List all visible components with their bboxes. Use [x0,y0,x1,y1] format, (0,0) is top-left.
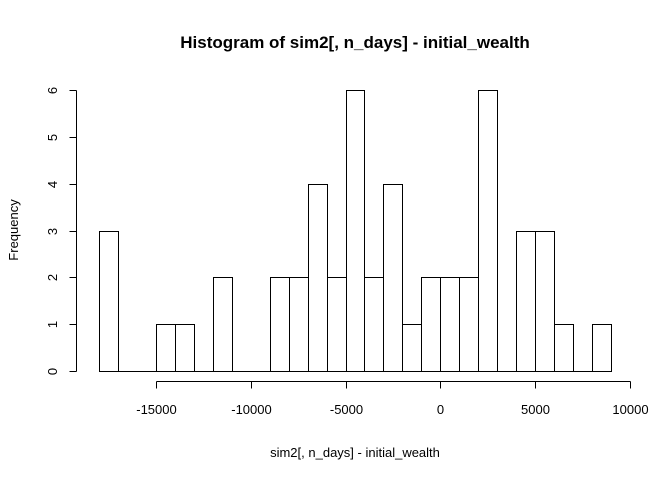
x-axis-label: sim2[, n_days] - initial_wealth [270,445,440,460]
y-tick-label: 5 [45,134,60,141]
x-tick-label: -5000 [330,402,363,417]
y-tick-label: 3 [45,228,60,235]
y-tick-label: 0 [45,368,60,375]
histogram-bar [289,277,309,372]
y-tick-label: 2 [45,274,60,281]
histogram-bar [383,184,403,372]
histogram-bar [459,277,479,372]
histogram-bars [99,90,612,372]
x-tick-label: 10000 [612,402,648,417]
x-tick-label: 0 [437,402,444,417]
x-axis: -15000 -10000 -5000 0 5000 10000 [136,381,649,417]
y-axis: 0 1 2 3 4 5 6 [45,87,77,375]
histogram-bar [99,231,119,372]
histogram-bar [516,231,536,372]
y-tick-label: 6 [45,87,60,94]
histogram-bar [270,277,290,372]
histogram-bar [346,90,365,372]
histogram-bar [440,277,460,372]
histogram-bar [535,231,555,372]
histogram-bar [213,277,233,372]
y-tick-label: 1 [45,321,60,328]
histogram-bar [364,277,384,372]
histogram-bar [402,324,422,372]
y-tick-label: 4 [45,181,60,188]
histogram-bar [175,324,195,372]
histogram-bar [156,324,176,372]
histogram-bar [421,277,441,372]
histogram-bar [554,324,574,372]
histogram-bar [327,277,347,372]
histogram-bar [478,90,498,372]
histogram-bar [592,324,612,372]
x-tick-label: -10000 [231,402,271,417]
x-tick-label: -15000 [136,402,176,417]
x-tick-label: 5000 [521,402,550,417]
histogram-bar [308,184,328,372]
chart-title: Histogram of sim2[, n_days] - initial_we… [180,33,530,52]
y-axis-label: Frequency [6,199,21,261]
